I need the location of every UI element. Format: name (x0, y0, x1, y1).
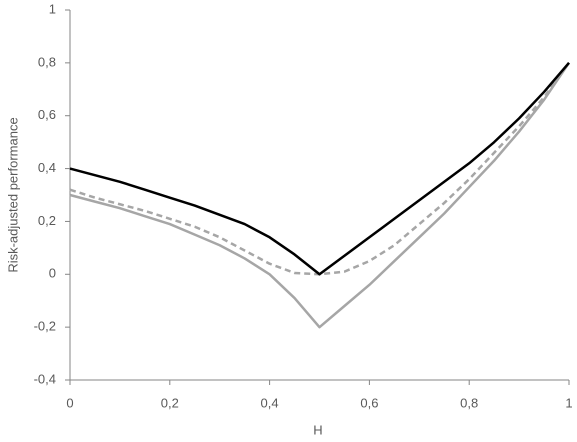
x-axis-title: H (313, 422, 322, 437)
y-tick-label: 0,6 (38, 107, 56, 122)
series-line (69, 62, 571, 276)
x-tick-label: 1 (565, 395, 572, 410)
y-tick-label: 0,8 (38, 54, 56, 69)
x-tick-label: 0,6 (360, 395, 378, 410)
x-tick-label: 0,8 (460, 395, 478, 410)
y-tick-label: 1 (49, 1, 56, 16)
series-line (69, 62, 571, 329)
y-tick-label: -0,4 (34, 371, 56, 386)
y-tick-label: 0,2 (38, 213, 56, 228)
series-line (69, 62, 570, 276)
x-tick-label: 0,4 (261, 395, 279, 410)
y-tick-label: 0 (49, 266, 56, 281)
x-tick-label: 0 (66, 395, 73, 410)
y-tick-label: 0,4 (38, 160, 56, 175)
x-tick-label: 0,2 (161, 395, 179, 410)
y-tick-label: -0,2 (34, 319, 56, 334)
y-axis-title: Risk-adjusted performance (5, 117, 20, 272)
